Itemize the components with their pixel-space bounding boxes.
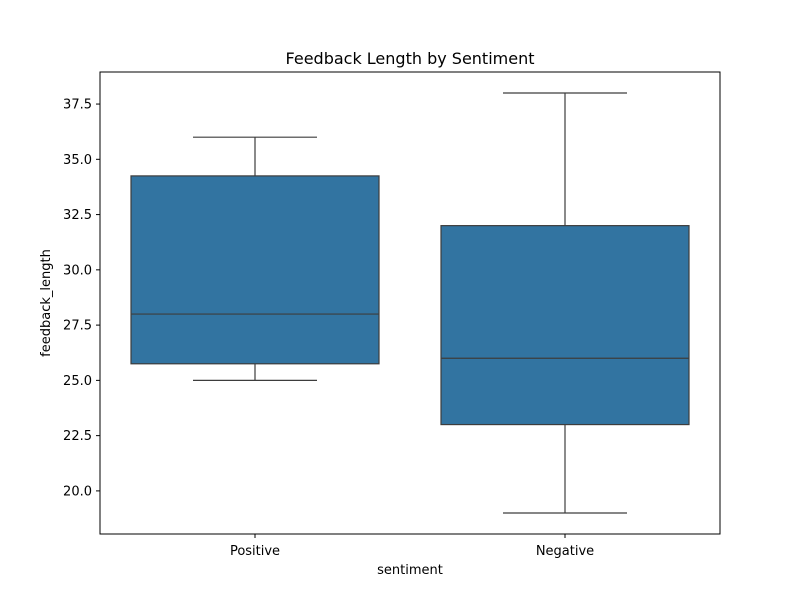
y-tick-label: 35.0 [63, 153, 92, 168]
box-negative [440, 225, 690, 426]
y-tick-label: 32.5 [63, 208, 92, 223]
box-positive [130, 175, 380, 365]
y-tick-label: 30.0 [63, 263, 92, 278]
y-tick-label: 22.5 [63, 429, 92, 444]
x-axis-label: sentiment [377, 563, 443, 578]
y-tick-label: 25.0 [63, 374, 92, 389]
chart-title: Feedback Length by Sentiment [286, 49, 535, 68]
box-group-positive [130, 136, 380, 381]
x-tick-label: Positive [230, 544, 280, 559]
y-tick-label: 27.5 [63, 319, 92, 334]
y-tick-label: 20.0 [63, 484, 92, 499]
boxes-layer [130, 92, 690, 514]
x-tick-label: Negative [536, 544, 594, 559]
box-group-negative [440, 92, 690, 514]
ticks-layer: 20.0 22.5 25.0 27.5 30.0 32.5 35.0 37.5 Positive… [63, 98, 594, 559]
y-axis-label: feedback_length [39, 249, 54, 357]
plot-frame [99, 71, 721, 535]
y-tick-label: 37.5 [63, 98, 92, 113]
